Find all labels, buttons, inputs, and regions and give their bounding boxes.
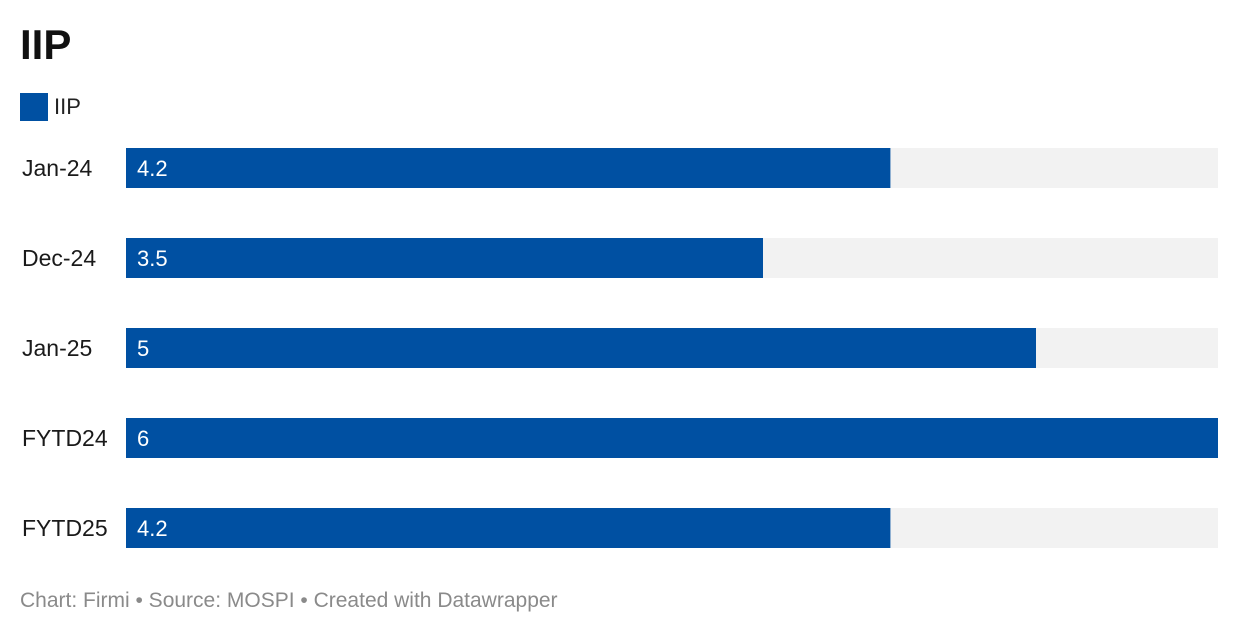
category-label: Jan-24 [22, 155, 93, 181]
legend-label-iip: IIP [54, 94, 81, 119]
value-label: 4.2 [137, 156, 168, 181]
bar-row-fytd24: FYTD24 6 [22, 418, 1218, 458]
category-label: FYTD25 [22, 515, 108, 541]
category-label: Dec-24 [22, 245, 96, 271]
bar-row-dec-24: Dec-24 3.5 [22, 238, 1218, 278]
bar [126, 148, 891, 188]
bar [126, 238, 763, 278]
bar [126, 418, 1218, 458]
legend: IIP [20, 93, 81, 121]
bar [126, 508, 891, 548]
value-label: 3.5 [137, 246, 168, 271]
bar-row-fytd25: FYTD25 4.2 [22, 508, 1218, 548]
bar [126, 328, 1036, 368]
bar-row-jan-25: Jan-25 5 [22, 328, 1218, 368]
category-label: FYTD24 [22, 425, 108, 451]
category-label: Jan-25 [22, 335, 92, 361]
chart-footer: Chart: Firmi • Source: MOSPI • Created w… [20, 589, 558, 612]
chart-title: IIP [20, 21, 72, 68]
legend-swatch-iip [20, 93, 48, 121]
bar-row-jan-24: Jan-24 4.2 [22, 148, 1218, 188]
value-label: 5 [137, 336, 149, 361]
value-label: 6 [137, 426, 149, 451]
value-label: 4.2 [137, 516, 168, 541]
